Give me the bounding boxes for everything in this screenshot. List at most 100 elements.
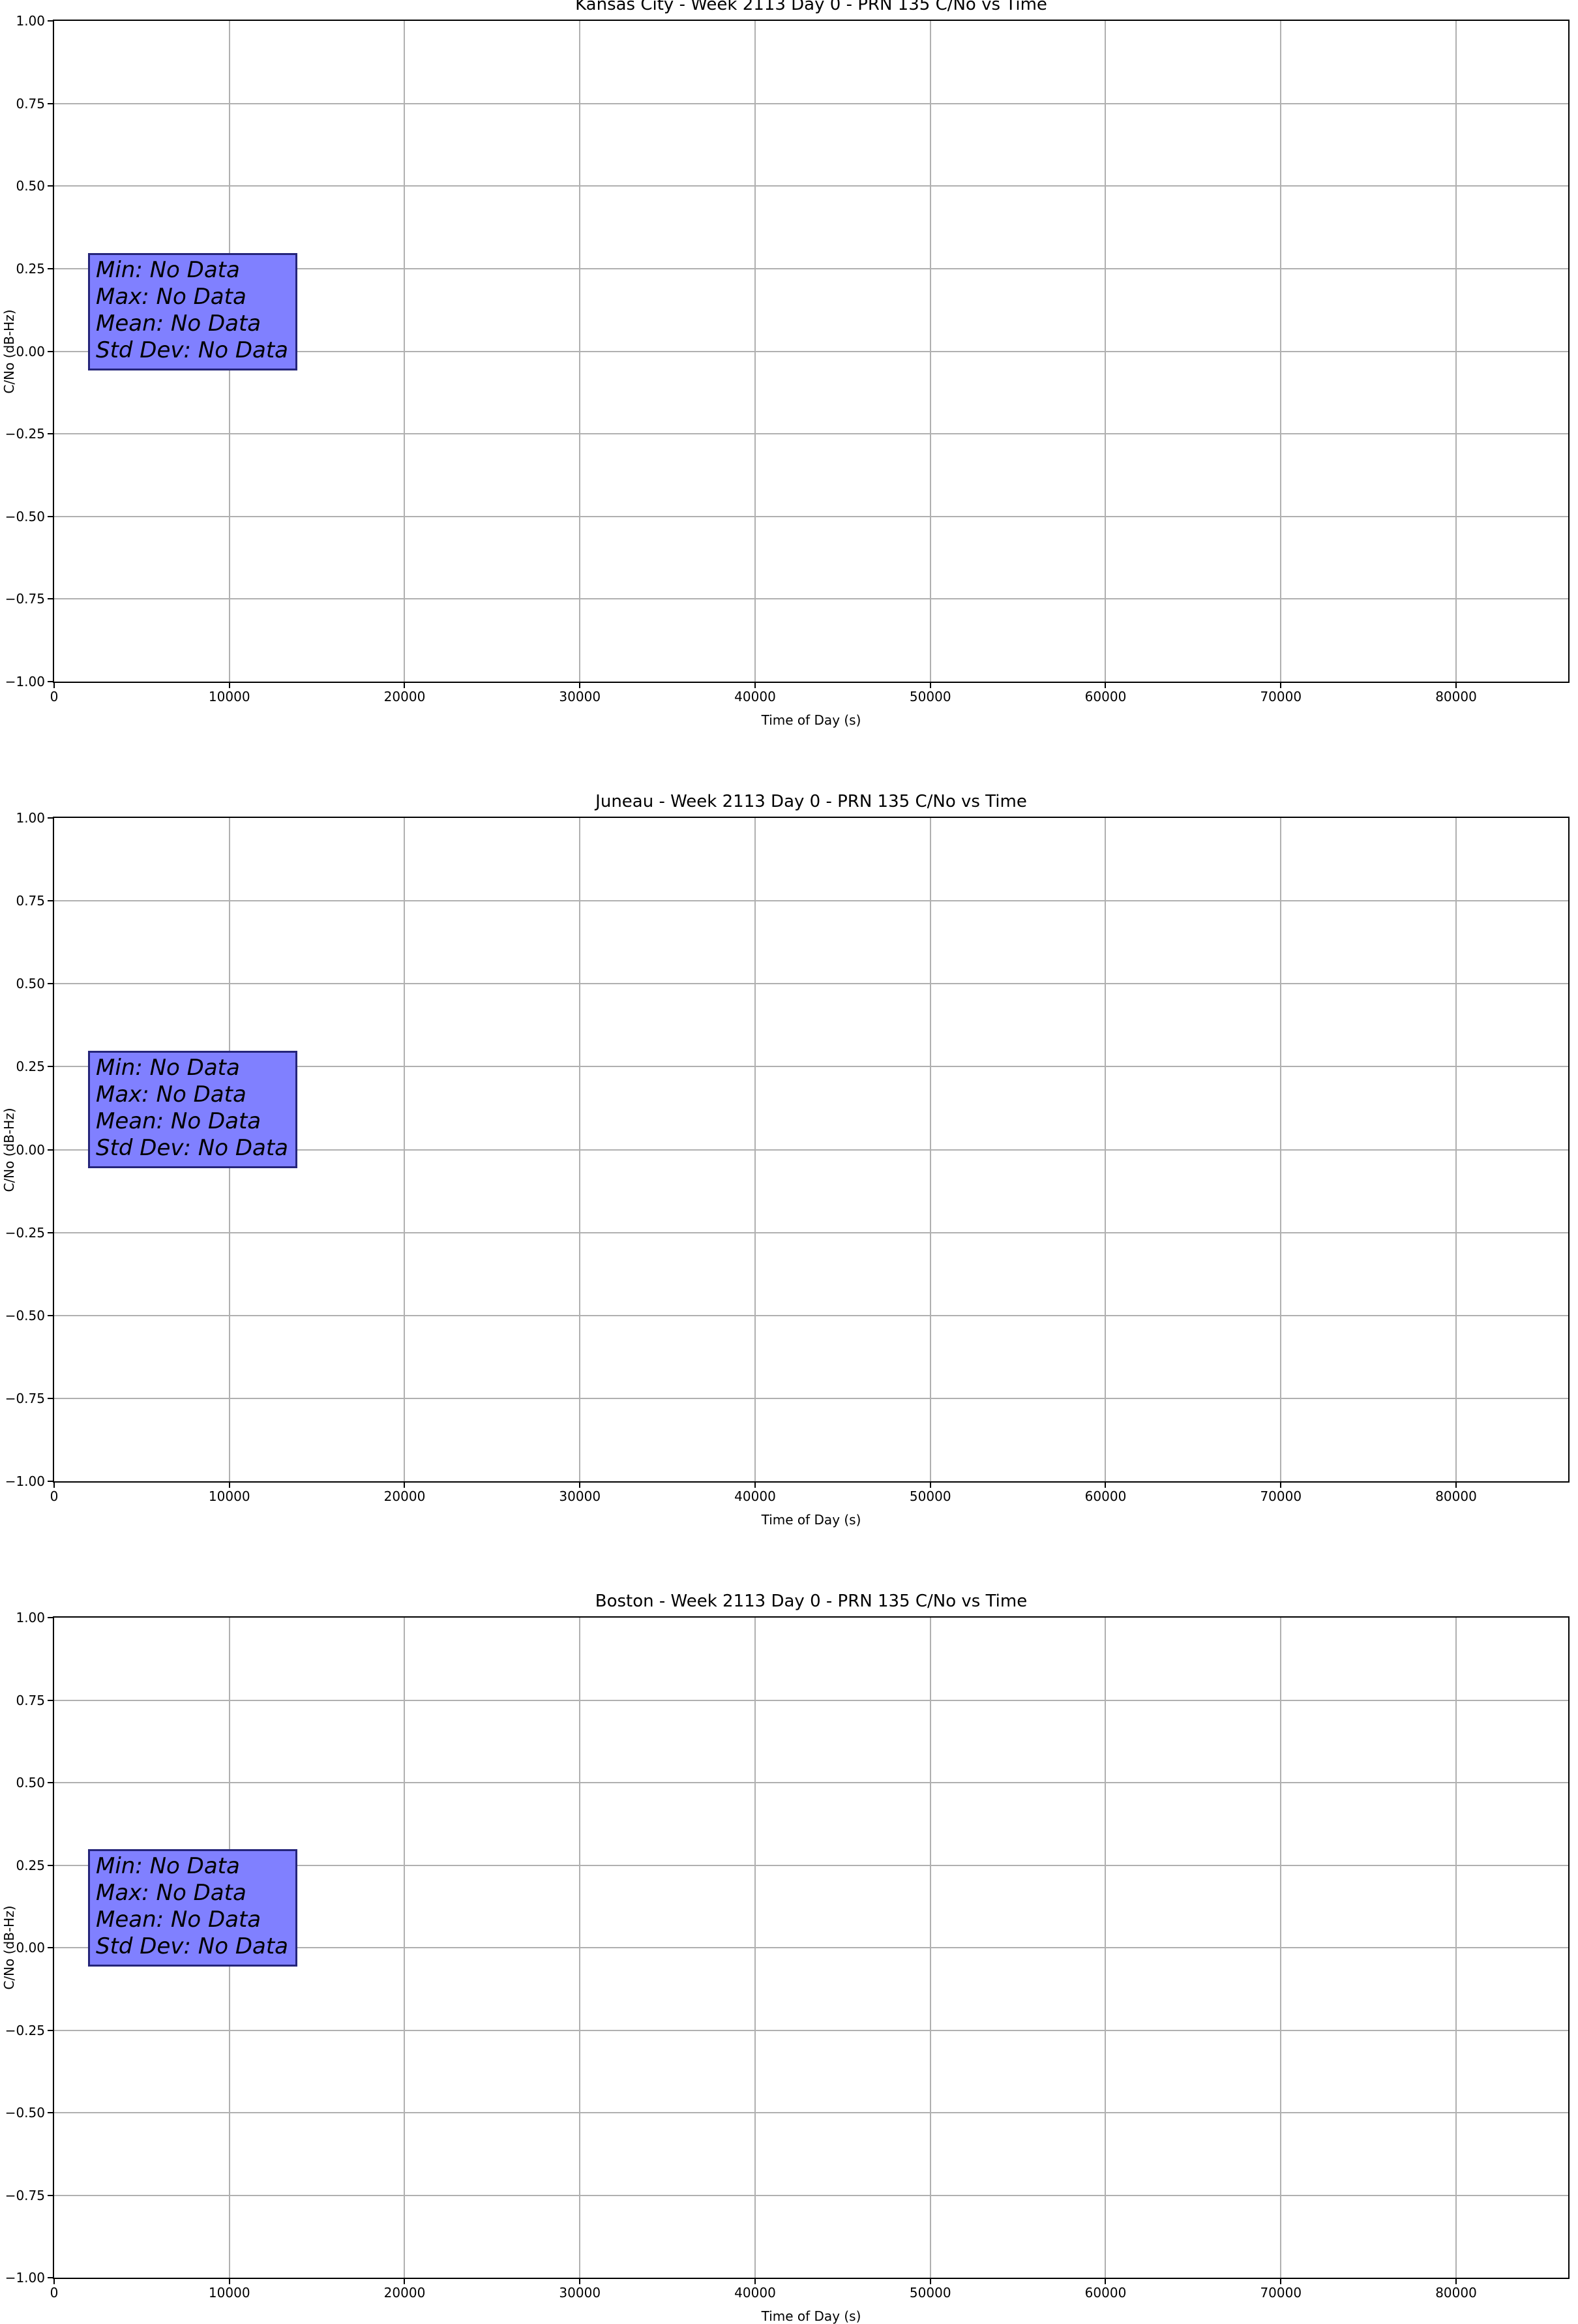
y-axis-label: C/No (dB-Hz): [1, 1107, 17, 1192]
y-tick-label: −1.00: [5, 1473, 45, 1489]
gridline-horizontal: [54, 350, 1568, 352]
y-tick-label: 0.75: [16, 893, 45, 909]
x-tick-mark: [754, 1481, 756, 1488]
gridline-horizontal: [54, 1066, 1568, 1068]
y-tick-mark: [48, 1699, 54, 1701]
x-tick-mark: [1455, 682, 1457, 688]
x-tick-mark: [929, 1481, 931, 1488]
y-tick-mark: [48, 1864, 54, 1866]
gridline-horizontal: [54, 983, 1568, 985]
y-tick-label: −0.25: [5, 1224, 45, 1241]
subplot-kansas-city: Kansas City - Week 2113 Day 0 - PRN 135 …: [1, 0, 1570, 727]
y-tick-label: 1.00: [16, 13, 45, 29]
y-axis-label: C/No (dB-Hz): [1, 309, 17, 394]
y-tick-mark: [48, 267, 54, 269]
x-tick-mark: [929, 2278, 931, 2284]
gridline-horizontal: [54, 185, 1568, 187]
y-tick-mark: [48, 1947, 54, 1948]
y-tick-label: −0.50: [5, 508, 45, 524]
x-tick-mark: [1105, 2278, 1107, 2284]
x-tick-mark: [404, 682, 406, 688]
plot-area: Min: No Data Max: No Data Mean: No Data …: [5, 14, 1570, 704]
y-tick-label: −0.75: [5, 1390, 45, 1406]
x-tick-mark: [404, 2278, 406, 2284]
x-tick-label: 20000: [383, 689, 426, 704]
x-tick-label: 80000: [1435, 1488, 1477, 1504]
stat-mean: Mean: No Data: [96, 310, 261, 337]
x-tick-label: 80000: [1435, 2285, 1477, 2301]
subplot-boston: Boston - Week 2113 Day 0 - PRN 135 C/No …: [1, 1592, 1570, 2323]
x-axis-label: Time of Day (s): [761, 712, 861, 728]
x-tick-label: 20000: [383, 2285, 426, 2301]
gridline-horizontal: [54, 1231, 1568, 1233]
x-tick-mark: [579, 682, 581, 688]
y-tick-label: 0.75: [16, 95, 45, 112]
stats-annotation: Min: No Data Max: No Data Mean: No Data …: [88, 1849, 298, 1967]
y-tick-mark: [48, 817, 54, 819]
stat-stddev: Std Dev: No Data: [96, 337, 289, 363]
stat-max: Max: No Data: [96, 1081, 246, 1108]
x-tick-label: 10000: [208, 2285, 250, 2301]
y-tick-label: 0.75: [16, 1692, 45, 1708]
y-tick-mark: [48, 515, 54, 517]
stat-max: Max: No Data: [96, 283, 246, 310]
y-tick-mark: [48, 20, 54, 22]
x-tick-label: 30000: [559, 2285, 601, 2301]
x-tick-mark: [1455, 1481, 1457, 1488]
chart-title: Juneau - Week 2113 Day 0 - PRN 135 C/No …: [595, 792, 1027, 811]
y-tick-mark: [48, 102, 54, 104]
y-tick-mark: [48, 1149, 54, 1151]
y-tick-mark: [48, 1617, 54, 1618]
x-tick-label: 0: [50, 1488, 59, 1504]
x-tick-mark: [754, 2278, 756, 2284]
x-tick-label: 60000: [1084, 1488, 1127, 1504]
gridline-horizontal: [54, 2194, 1568, 2196]
stat-stddev: Std Dev: No Data: [96, 1134, 289, 1161]
x-tick-label: 40000: [734, 689, 776, 704]
x-tick-mark: [1455, 2278, 1457, 2284]
x-tick-mark: [579, 2278, 581, 2284]
y-tick-label: −0.75: [5, 2187, 45, 2203]
gridline-horizontal: [54, 267, 1568, 269]
y-tick-label: 0.00: [16, 1141, 45, 1158]
x-tick-mark: [1280, 1481, 1282, 1488]
x-tick-label: 70000: [1260, 689, 1302, 704]
x-tick-label: 0: [50, 2285, 59, 2301]
x-tick-label: 30000: [559, 1488, 601, 1504]
x-tick-mark: [754, 682, 756, 688]
x-tick-mark: [404, 1481, 406, 1488]
x-tick-label: 50000: [909, 1488, 951, 1504]
y-tick-label: −0.50: [5, 2105, 45, 2120]
gridline-horizontal: [54, 900, 1568, 902]
y-tick-mark: [48, 2194, 54, 2196]
y-tick-label: 0.25: [16, 260, 45, 277]
x-tick-label: 40000: [734, 2285, 776, 2301]
x-tick-mark: [1280, 2278, 1282, 2284]
stat-mean: Mean: No Data: [96, 1907, 261, 1933]
y-tick-label: −0.25: [5, 426, 45, 442]
x-tick-mark: [1105, 682, 1107, 688]
y-tick-mark: [48, 2277, 54, 2278]
y-tick-label: 0.00: [16, 343, 45, 359]
y-axis-label: C/No (dB-Hz): [1, 1905, 17, 1990]
x-tick-label: 70000: [1260, 1488, 1302, 1504]
y-tick-label: 0.25: [16, 1059, 45, 1075]
x-tick-mark: [53, 2278, 55, 2284]
gridline-horizontal: [54, 1782, 1568, 1783]
gridline-horizontal: [54, 1314, 1568, 1316]
y-tick-label: −0.75: [5, 591, 45, 607]
x-tick-label: 80000: [1435, 689, 1477, 704]
stat-min: Min: No Data: [96, 1853, 240, 1880]
x-axis-label: Time of Day (s): [761, 2308, 861, 2324]
gridline-horizontal: [54, 1149, 1568, 1151]
y-tick-label: −0.50: [5, 1307, 45, 1323]
y-tick-label: 0.25: [16, 1857, 45, 1873]
subplot-juneau: Juneau - Week 2113 Day 0 - PRN 135 C/No …: [1, 792, 1570, 1527]
stats-annotation: Min: No Data Max: No Data Mean: No Data …: [88, 252, 298, 370]
gridline-horizontal: [54, 1864, 1568, 1866]
gridline-horizontal: [54, 1397, 1568, 1399]
stats-annotation: Min: No Data Max: No Data Mean: No Data …: [88, 1050, 298, 1168]
grid: [54, 21, 1568, 682]
gridline-horizontal: [54, 1947, 1568, 1948]
gridline-horizontal: [54, 2112, 1568, 2113]
